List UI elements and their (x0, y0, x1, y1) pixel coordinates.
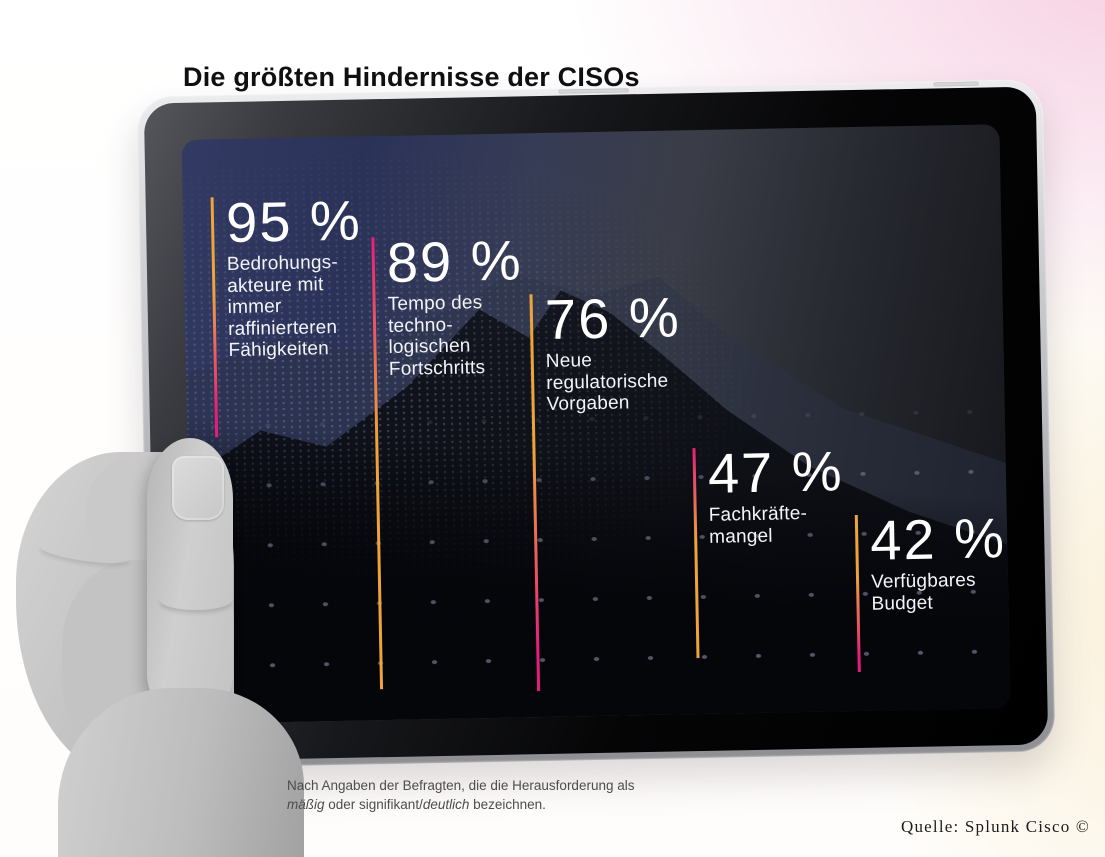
footnote-italic-2: deutlich (422, 797, 470, 812)
tablet-volume-button (558, 88, 629, 94)
footnote: Nach Angaben der Befragten, die die Hera… (287, 776, 634, 814)
stat-value: 89 % (386, 228, 524, 294)
footnote-line-2: mäßig oder signifikant/deutlich bezeichn… (287, 795, 634, 814)
tablet-bezel: 95 % Bedrohungs- akteure mit immer raffi… (143, 86, 1049, 762)
stat-threat-actors: 95 % Bedrohungs- akteure mit immer raffi… (211, 188, 365, 362)
stat-value: 76 % (544, 285, 682, 351)
footnote-end: bezeichnen. (469, 797, 546, 812)
tablet-device: 95 % Bedrohungs- akteure mit immer raffi… (136, 79, 1056, 769)
stat-value: 95 % (225, 188, 363, 255)
stat-value: 47 % (707, 439, 845, 505)
source-credit: Quelle: Splunk Cisco © (900, 817, 1090, 836)
stat-label: Bedrohungs- akteure mit immer raffiniert… (226, 251, 339, 362)
footnote-line-1: Nach Angaben der Befragten, die die Hera… (287, 778, 635, 793)
tablet-power-button (933, 81, 979, 87)
footnote-italic-1: mäßig (287, 797, 325, 812)
stat-skills-shortage: 47 % Fachkräfte- mangel (692, 439, 845, 548)
stat-label: Tempo des techno- logischen Fortschritts (387, 292, 486, 380)
footnote-middle: oder signifikant/ (324, 797, 423, 812)
stat-label: Fachkräfte- mangel (708, 502, 808, 548)
page-title: Die größten Hindernisse der CISOs (183, 62, 640, 93)
stat-label: Verfügbares Budget (870, 569, 976, 615)
stat-tech-pace: 89 % Tempo des techno- logischen Fortsch… (371, 228, 524, 380)
stat-budget: 42 % Verfügbares Budget (855, 506, 1008, 615)
stat-regulations: 76 % Neue regulatorische Vorgaben (529, 285, 682, 415)
palm-crease (39, 539, 130, 567)
stat-value: 42 % (869, 506, 1007, 572)
stat-label: Neue regulatorische Vorgaben (545, 350, 669, 415)
tablet-screen: 95 % Bedrohungs- akteure mit immer raffi… (181, 124, 1011, 724)
